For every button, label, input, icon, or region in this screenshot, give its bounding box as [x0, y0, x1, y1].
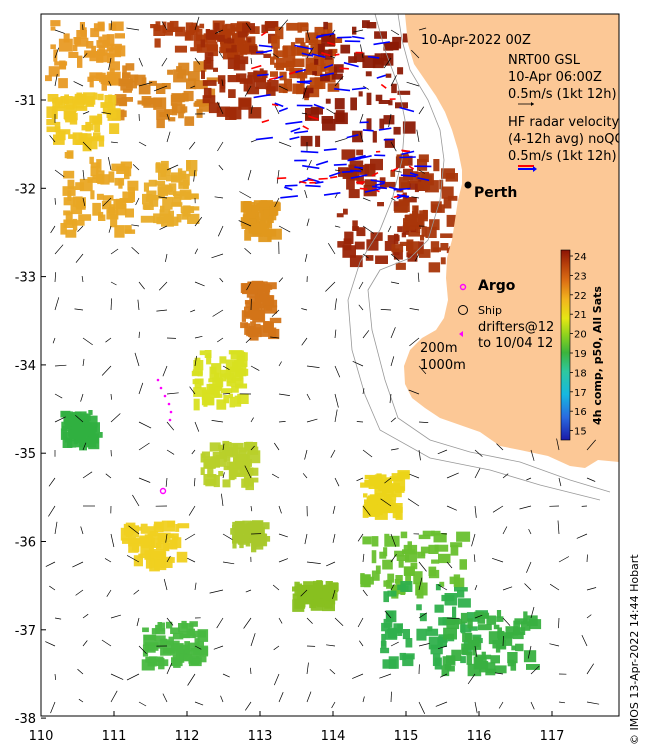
colorbar-tick-label: 24	[574, 252, 587, 263]
x-tick-label: 110	[29, 729, 54, 744]
x-tick-label: 117	[540, 729, 565, 744]
isobath-label-200m: 200m	[420, 341, 457, 356]
y-tick-label: -36	[15, 536, 36, 551]
colorbar-ticks: 24 23 22 21 20 19 18 17 16 15	[570, 252, 587, 438]
gsl-line-2: 10-Apr 06:00Z	[508, 70, 602, 85]
gsl-line-3: 0.5m/s (1kt 12h)	[508, 87, 617, 102]
gsl-line-1: NRT00 GSL	[508, 53, 581, 68]
colorbar-tick-label: 21	[574, 310, 587, 321]
axis-ticks: 110 111 112 113 114 115 116 117 -31 -32 -33 -34 -35 -…	[15, 94, 565, 744]
drifters-line-2: to 10/04 12	[478, 336, 553, 351]
plot-content: 10-Apr-2022 00Z NRT00 GSL 10-Apr 06:00Z …	[45, 14, 624, 714]
argo-float-marker	[159, 487, 167, 495]
isobath-1000m	[347, 14, 601, 501]
colorbar-tick-label: 23	[574, 271, 587, 282]
hf-line-1: HF radar velocity	[508, 115, 620, 130]
colorbar-tick-label: 16	[574, 407, 587, 418]
drifter-legend-marker	[459, 331, 463, 337]
y-tick-label: -38	[15, 712, 36, 727]
drifter-track	[156, 378, 173, 422]
y-tick-label: -34	[15, 359, 36, 374]
hf-line-2: (4-12h avg) noQC	[508, 132, 624, 147]
sst-patches	[45, 20, 542, 677]
colorbar-tick-label: 19	[574, 349, 587, 360]
y-tick-label: -37	[15, 624, 36, 639]
colorbar	[560, 249, 571, 441]
y-tick-label: -33	[15, 271, 36, 286]
perth-label: Perth	[474, 185, 517, 201]
x-tick-label: 116	[467, 729, 492, 744]
colorbar-tick-label: 15	[574, 427, 587, 438]
x-tick-label: 114	[321, 729, 346, 744]
colorbar-title: 4h comp, p50, All Sats	[591, 286, 604, 425]
y-tick-label: -35	[15, 447, 36, 462]
drifters-line-1: drifters@12	[478, 320, 554, 335]
y-tick-label: -32	[15, 182, 36, 197]
colorbar-tick-label: 22	[574, 291, 587, 302]
colorbar-tick-label: 17	[574, 388, 587, 399]
ship-label: Ship	[478, 304, 502, 317]
perth-marker	[464, 181, 472, 189]
x-tick-label: 115	[394, 729, 419, 744]
date-label: 10-Apr-2022 00Z	[421, 33, 531, 48]
gsl-velocity-arrows	[45, 16, 600, 714]
credit-label: © IMOS 13-Apr-2022 14:44 Hobart	[628, 554, 641, 745]
colorbar-tick-label: 20	[574, 330, 587, 341]
argo-marker-legend	[459, 283, 467, 291]
argo-label: Argo	[478, 278, 516, 294]
y-tick-label: -31	[15, 94, 36, 109]
x-tick-label: 113	[248, 729, 273, 744]
ship-marker-legend	[458, 305, 468, 315]
x-tick-label: 111	[102, 729, 127, 744]
isobath-label-1000m: 1000m	[420, 358, 466, 373]
hf-radar-vectors	[251, 31, 432, 200]
isobath-200m	[367, 14, 611, 493]
hf-line-3: 0.5m/s (1kt 12h)	[508, 149, 617, 164]
x-tick-label: 112	[175, 729, 200, 744]
colorbar-tick-label: 18	[574, 368, 587, 379]
